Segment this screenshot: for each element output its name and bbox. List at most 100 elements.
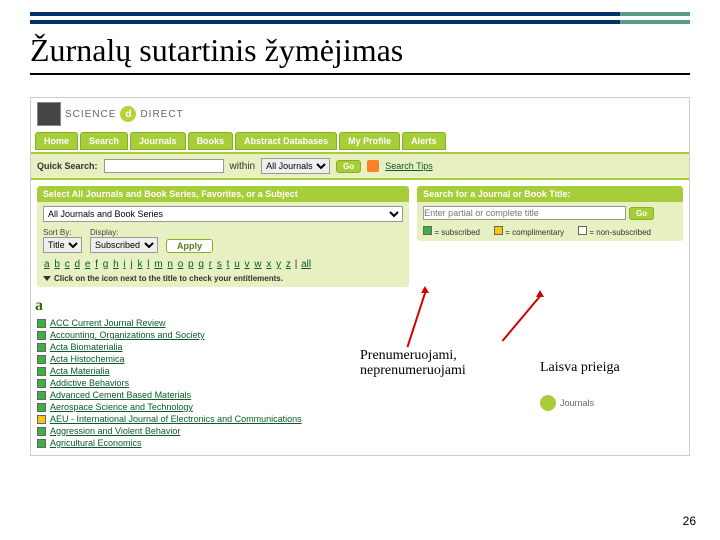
journal-link[interactable]: AEU - International Journal of Electroni… <box>50 414 302 424</box>
subscribed-icon <box>37 403 46 412</box>
journal-link[interactable]: Acta Biomaterialia <box>50 342 123 352</box>
callout-freeaccess: Laisva prieiga <box>540 360 620 376</box>
page-number: 26 <box>683 514 696 528</box>
journals-badge-icon <box>540 395 556 411</box>
alpha-v[interactable]: v <box>245 259 250 270</box>
alpha-n[interactable]: n <box>167 259 173 270</box>
alpha-f[interactable]: f <box>95 259 98 270</box>
sort-row: Sort By: Title Display: Subscribed Apply <box>43 228 403 253</box>
display-label: Display: <box>90 228 118 237</box>
alpha-p[interactable]: p <box>188 259 194 270</box>
journal-link[interactable]: Accounting, Organizations and Society <box>50 330 205 340</box>
left-panel-head: Select All Journals and Book Series, Fav… <box>37 186 409 202</box>
alpha-i[interactable]: i <box>123 259 125 270</box>
alpha-b[interactable]: b <box>54 259 60 270</box>
quick-search-scope[interactable]: All Journals <box>261 158 330 174</box>
entitlement-note: Click on the icon next to the title to c… <box>43 274 403 283</box>
quick-search-go-button[interactable]: Go <box>336 160 361 173</box>
alpha-y[interactable]: y <box>276 259 281 270</box>
tab-alerts[interactable]: Alerts <box>402 132 446 150</box>
subscribed-icon <box>37 343 46 352</box>
tab-home[interactable]: Home <box>35 132 78 150</box>
journal-link[interactable]: Aggression and Violent Behavior <box>50 426 180 436</box>
journal-link[interactable]: Agricultural Economics <box>50 438 142 448</box>
header-bar-1 <box>30 12 690 16</box>
journal-link[interactable]: ACC Current Journal Review <box>50 318 166 328</box>
journals-badge-text: Journals <box>560 398 594 408</box>
alpha-a[interactable]: a <box>44 259 50 270</box>
complimentary-icon <box>37 415 46 424</box>
brand-science: SCIENCE <box>65 109 116 120</box>
subscribed-move-icon <box>423 226 432 235</box>
journal-link[interactable]: Acta Materialia <box>50 366 110 376</box>
alpha-s[interactable]: s <box>217 259 222 270</box>
subscribed-icon <box>37 439 46 448</box>
tab-myprofile[interactable]: My Profile <box>339 132 400 150</box>
journals-scope-select[interactable]: All Journals and Book Series <box>43 206 403 222</box>
journal-row: Addictive Behaviors <box>37 377 683 389</box>
journal-row: Agricultural Economics <box>37 437 683 449</box>
alpha-all[interactable]: all <box>301 259 311 270</box>
left-panel: Select All Journals and Book Series, Fav… <box>37 186 409 287</box>
tip-icon <box>367 160 379 172</box>
alpha-index[interactable]: a b c d e f g h i j k l m n o p q r s t … <box>43 259 403 270</box>
journal-link[interactable]: Acta Histochemica <box>50 354 125 364</box>
callout-subscribed: Prenumeruojami, neprenumeruojami <box>360 348 500 379</box>
alpha-h[interactable]: h <box>113 259 119 270</box>
alpha-e[interactable]: e <box>85 259 91 270</box>
display-select[interactable]: Subscribed <box>90 237 158 253</box>
alpha-w[interactable]: w <box>254 259 261 270</box>
tab-abstract[interactable]: Abstract Databases <box>235 132 337 150</box>
quick-search-within: within <box>230 161 256 172</box>
journal-row: AEU - International Journal of Electroni… <box>37 413 683 425</box>
alpha-l[interactable]: l <box>147 259 149 270</box>
apply-button[interactable]: Apply <box>166 239 213 253</box>
journals-badge: Journals <box>540 395 594 411</box>
alpha-g[interactable]: g <box>103 259 109 270</box>
alpha-q[interactable]: q <box>198 259 204 270</box>
alpha-d[interactable]: d <box>74 259 80 270</box>
legend-subscribed: = subscribed <box>434 228 480 237</box>
sort-by-label: Sort By: <box>43 228 71 237</box>
alpha-r[interactable]: r <box>209 259 212 270</box>
title-search-go-button[interactable]: Go <box>629 207 654 220</box>
journal-link[interactable]: Advanced Cement Based Materials <box>50 390 191 400</box>
subscribed-icon <box>37 319 46 328</box>
section-letter: a <box>35 297 689 315</box>
sort-by-select[interactable]: Title <box>43 237 82 253</box>
title-search-input[interactable] <box>423 206 626 220</box>
subscribed-icon <box>37 379 46 388</box>
brand-at-icon: d <box>120 106 136 122</box>
tab-bar: Home Search Journals Books Abstract Data… <box>31 130 689 152</box>
journal-list: ACC Current Journal Review Accounting, Or… <box>31 317 689 455</box>
legend-nonsubscribed: = non-subscribed <box>589 228 651 237</box>
quick-search-label: Quick Search: <box>37 161 98 171</box>
complimentary-icon <box>494 226 503 235</box>
journal-link[interactable]: Aerospace Science and Technology <box>50 402 193 412</box>
alpha-z[interactable]: z <box>286 259 291 270</box>
brand-direct: DIRECT <box>140 109 183 120</box>
alpha-u[interactable]: u <box>234 259 240 270</box>
brand-row: SCIENCE d DIRECT <box>31 98 689 130</box>
alpha-t[interactable]: t <box>227 259 230 270</box>
tab-journals[interactable]: Journals <box>130 132 186 150</box>
quick-search-input[interactable] <box>104 159 224 173</box>
alpha-j[interactable]: j <box>130 259 132 270</box>
header-seg-1 <box>620 12 690 16</box>
alpha-k[interactable]: k <box>137 259 142 270</box>
subscribed-icon <box>37 331 46 340</box>
tab-search[interactable]: Search <box>80 132 128 150</box>
search-tips-link[interactable]: Search Tips <box>385 161 433 171</box>
elsevier-logo-icon <box>37 102 61 126</box>
tab-books[interactable]: Books <box>188 132 234 150</box>
right-panel-head: Search for a Journal or Book Title: <box>417 186 683 202</box>
alpha-c[interactable]: c <box>65 259 70 270</box>
alpha-x[interactable]: x <box>266 259 271 270</box>
nonsubscribed-icon <box>578 226 587 235</box>
alpha-o[interactable]: o <box>178 259 184 270</box>
header-bar-2 <box>30 20 690 24</box>
journal-link[interactable]: Addictive Behaviors <box>50 378 129 388</box>
right-panel-body: Go = subscribed = complimentary = non-su… <box>417 202 683 241</box>
alpha-m[interactable]: m <box>154 259 162 270</box>
slide-header: Žurnalų sutartinis žymėjimas <box>0 0 720 81</box>
